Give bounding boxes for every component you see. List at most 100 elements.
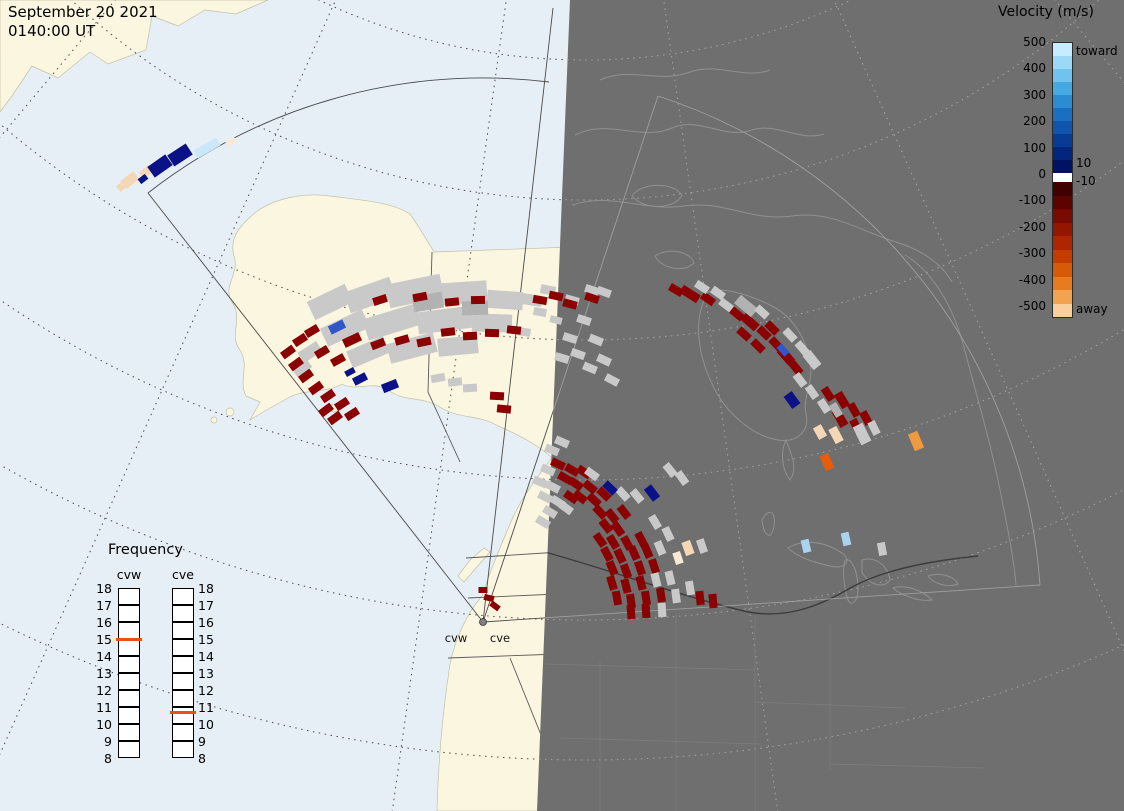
velocity-cell: [303, 324, 321, 338]
frequency-column-cve-label: cve: [172, 567, 194, 582]
colorbar-segment-away: [1053, 182, 1072, 196]
colorbar-segment-away: [1053, 249, 1072, 263]
velocity-cell: [640, 542, 654, 560]
frequency-tick-label: 14: [198, 649, 214, 664]
velocity-cell: [648, 558, 660, 574]
velocity-cell: [506, 325, 522, 335]
velocity-cell: [610, 520, 626, 538]
frequency-box-cve: [172, 690, 194, 707]
velocity-cell: [776, 343, 790, 357]
velocity-tick-label: -400: [1018, 272, 1046, 287]
frequency-tick-label: 16: [198, 615, 214, 630]
velocity-cell: [307, 380, 325, 396]
velocity-cell: [534, 514, 552, 530]
frequency-tick-label: 18: [198, 581, 214, 596]
frequency-tick-label: 16: [96, 615, 112, 630]
frequency-tick-label: 8: [198, 751, 206, 766]
velocity-cell: [372, 294, 388, 306]
velocity-cell: [193, 137, 221, 159]
aleutian-island: [210, 416, 218, 424]
velocity-cell: [287, 356, 305, 372]
velocity-cell: [664, 570, 676, 586]
velocity-cell: [605, 533, 621, 551]
velocity-cell: [489, 391, 505, 401]
velocity-cell: [629, 488, 645, 504]
velocity-cell: [556, 471, 574, 485]
velocity-cell: [343, 276, 397, 314]
velocity-cell: [598, 518, 614, 534]
velocity-cell: [828, 401, 844, 419]
frequency-column-cvw-label: cvw: [116, 567, 142, 582]
velocity-cell: [859, 409, 873, 427]
velocity-cell: [329, 353, 347, 367]
velocity-cell: [734, 294, 758, 318]
velocity-cell: [471, 313, 513, 333]
velocity-cell: [840, 531, 852, 547]
velocity-cell: [699, 291, 717, 307]
velocity-cell: [695, 590, 705, 606]
frequency-tick-label: 13: [198, 666, 214, 681]
frequency-tick-label: 11: [96, 700, 112, 715]
velocity-cell: [167, 143, 193, 167]
velocity-cell: [634, 530, 648, 548]
velocity-cell: [532, 306, 548, 318]
colorbar-segment-toward: [1053, 147, 1072, 160]
velocity-cell: [643, 484, 661, 502]
velocity-cell: [562, 489, 580, 505]
frequency-tick-label: 18: [96, 581, 112, 596]
velocity-cell: [783, 390, 801, 410]
velocity-cell: [662, 462, 678, 478]
velocity-cell: [447, 377, 463, 387]
colorbar-segment-toward: [1053, 69, 1072, 82]
velocity-cell: [437, 335, 479, 357]
velocity-cell: [470, 295, 486, 305]
frequency-tick-label: 17: [96, 598, 112, 613]
velocity-cell: [478, 587, 488, 593]
velocity-cell: [462, 331, 478, 341]
velocity-tick-label: -500: [1018, 299, 1046, 313]
velocity-legend: Velocity (m/s) toward away 500 400 300 200 1…: [996, 4, 1123, 340]
frequency-box-cvw: [118, 707, 140, 724]
frequency-box-cve: [172, 673, 194, 690]
velocity-cell: [620, 578, 632, 594]
frequency-box-cvw: [118, 690, 140, 707]
velocity-cell: [812, 424, 828, 440]
velocity-cell: [583, 466, 601, 482]
velocity-cell: [544, 443, 560, 457]
velocity-cell: [343, 406, 361, 422]
colorbar-segment-away: [1053, 303, 1072, 317]
colorbar-segment-away: [1053, 209, 1072, 223]
us-canada-border: [544, 551, 979, 615]
velocity-cell: [764, 320, 780, 336]
frequency-tick-label: 15: [96, 632, 112, 647]
velocity-cell: [582, 479, 598, 495]
velocity-cell: [681, 539, 695, 557]
velocity-cell: [532, 475, 548, 489]
velocity-cell: [794, 340, 810, 356]
velocity-tick-label: 500: [1023, 35, 1046, 49]
velocity-cell: [567, 476, 585, 492]
away-label: away: [1076, 302, 1108, 316]
velocity-tick-label: 400: [1023, 61, 1046, 76]
time-line: 0140:00 UT: [8, 22, 96, 40]
frequency-tick-label: 12: [96, 683, 112, 698]
frequency-title: Frequency: [108, 542, 183, 558]
radar-label-cve: cve: [490, 631, 510, 645]
velocity-cell: [430, 372, 446, 384]
timestamp-block: September 20 2021 0140:00 UT: [8, 3, 158, 41]
velocity-cell: [592, 504, 608, 520]
velocity-cell: [852, 422, 872, 446]
velocity-cell: [147, 154, 173, 178]
velocity-cell: [313, 344, 331, 360]
velocity-cell: [496, 404, 512, 414]
velocity-inner-tick-label: -10: [1076, 174, 1096, 188]
velocity-cell: [362, 303, 422, 341]
velocity-cell: [674, 469, 690, 487]
colorbar-segment-toward: [1053, 134, 1072, 147]
velocity-cell: [611, 590, 623, 606]
velocity-cell: [605, 559, 619, 577]
velocity-cell: [800, 538, 812, 554]
velocity-cell: [317, 402, 335, 418]
velocity-tick-label: 100: [1023, 140, 1046, 155]
velocity-cell: [709, 285, 727, 301]
